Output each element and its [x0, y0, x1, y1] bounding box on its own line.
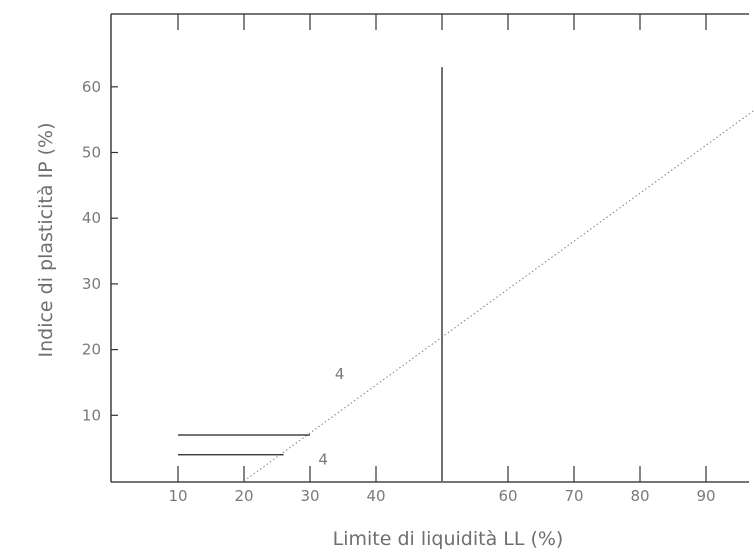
y-tick-label: 20	[82, 341, 101, 359]
chart-series	[178, 67, 754, 482]
x-tick-label: 80	[630, 487, 649, 505]
x-tick-label: 10	[168, 487, 187, 505]
annotation-label: 4	[335, 365, 345, 383]
y-axis-ticks: 10 20 30 40 50 60	[82, 78, 118, 424]
y-tick-label: 50	[82, 144, 101, 162]
x-tick-label: 30	[300, 487, 319, 505]
x-tick-label: 70	[564, 487, 583, 505]
y-tick-label: 60	[82, 78, 101, 96]
a-line-dotted	[243, 109, 754, 482]
y-axis-label: Indice di plasticità IP (%)	[35, 123, 57, 358]
plot-frame	[110, 13, 749, 483]
x-tick-label: 60	[498, 487, 517, 505]
x-tick-label: 40	[366, 487, 385, 505]
chart-annotations: 44	[318, 365, 344, 468]
x-tick-label: 90	[696, 487, 715, 505]
x-axis-label: Limite di liquidità LL (%)	[333, 528, 564, 550]
y-tick-label: 10	[82, 406, 101, 424]
annotation-label: 4	[318, 451, 328, 469]
y-tick-label: 30	[82, 275, 101, 293]
x-tick-label: 20	[234, 487, 253, 505]
x-axis-ticks: 10 20 30 40 60 70 80 90	[168, 14, 716, 505]
y-tick-label: 40	[82, 209, 101, 227]
